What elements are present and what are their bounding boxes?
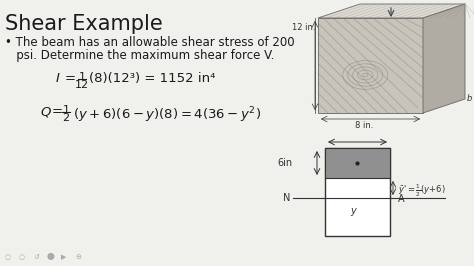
Text: $y$: $y$: [350, 206, 358, 218]
Text: =: =: [65, 72, 76, 85]
Text: $I$: $I$: [55, 72, 61, 85]
Text: b: b: [467, 94, 473, 103]
Text: $Q$: $Q$: [40, 105, 52, 119]
Polygon shape: [318, 4, 465, 18]
Text: (8)(12³) = 1152 in⁴: (8)(12³) = 1152 in⁴: [89, 72, 215, 85]
Text: 6in: 6in: [278, 158, 293, 168]
Text: $\bar{y}$'$=\frac{1}{2}(y$+6): $\bar{y}$'$=\frac{1}{2}(y$+6): [398, 183, 446, 200]
Text: =: =: [52, 105, 63, 118]
Text: A: A: [398, 194, 405, 204]
Polygon shape: [325, 148, 390, 236]
Text: $(y + 6)(6 - y)(8) = 4(36 - y^2)$: $(y + 6)(6 - y)(8) = 4(36 - y^2)$: [73, 105, 261, 124]
Text: psi. Determine the maximum shear force V.: psi. Determine the maximum shear force V…: [5, 49, 274, 62]
Text: N: N: [283, 193, 290, 203]
Text: 8 in.: 8 in.: [355, 121, 373, 130]
Text: 1: 1: [79, 72, 85, 82]
Polygon shape: [325, 148, 390, 178]
Text: 1: 1: [63, 105, 70, 115]
Text: ⊖: ⊖: [75, 254, 81, 260]
Text: ↺: ↺: [33, 254, 39, 260]
Text: ○: ○: [19, 254, 25, 260]
Text: 12 in.: 12 in.: [292, 23, 316, 32]
Polygon shape: [423, 4, 465, 113]
Text: ▶: ▶: [61, 254, 66, 260]
Text: 2: 2: [63, 113, 70, 123]
Text: • The beam has an allowable shear stress of 200: • The beam has an allowable shear stress…: [5, 36, 295, 49]
Polygon shape: [318, 18, 423, 113]
Text: Shear Example: Shear Example: [5, 14, 163, 34]
Text: ○: ○: [5, 254, 11, 260]
Text: ⬤: ⬤: [47, 253, 55, 260]
Text: 12: 12: [75, 80, 89, 90]
